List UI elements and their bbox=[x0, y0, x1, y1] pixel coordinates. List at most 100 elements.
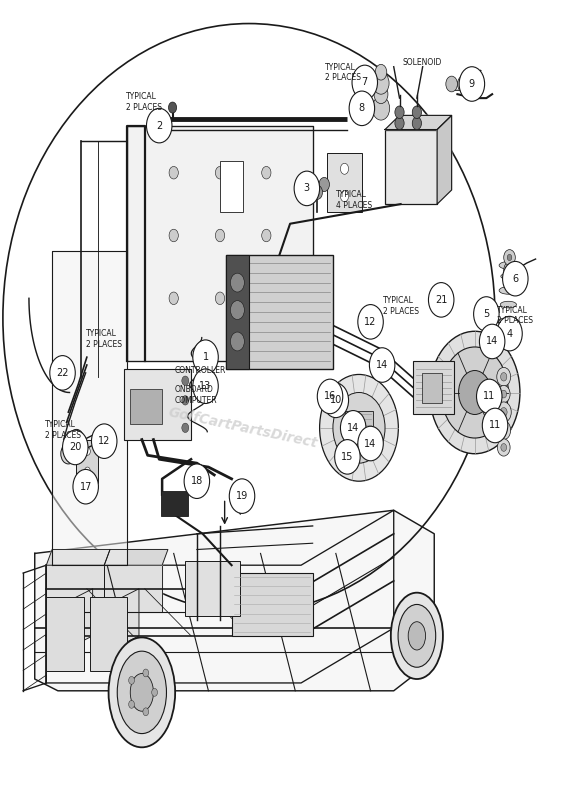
Circle shape bbox=[143, 708, 149, 716]
Circle shape bbox=[497, 385, 510, 403]
Ellipse shape bbox=[130, 674, 153, 711]
Ellipse shape bbox=[501, 273, 516, 279]
Circle shape bbox=[395, 106, 404, 119]
Text: 12: 12 bbox=[364, 317, 377, 327]
Circle shape bbox=[169, 229, 178, 242]
Polygon shape bbox=[52, 251, 127, 565]
FancyBboxPatch shape bbox=[130, 389, 162, 424]
Circle shape bbox=[430, 331, 520, 454]
Circle shape bbox=[73, 469, 98, 504]
Text: 11: 11 bbox=[489, 421, 501, 430]
Circle shape bbox=[143, 669, 149, 677]
Text: 6: 6 bbox=[512, 274, 518, 283]
Text: 9: 9 bbox=[469, 79, 475, 89]
Text: 3: 3 bbox=[304, 184, 310, 193]
Circle shape bbox=[474, 297, 499, 331]
Circle shape bbox=[477, 379, 502, 414]
Text: 10: 10 bbox=[329, 396, 342, 405]
FancyBboxPatch shape bbox=[385, 130, 437, 204]
Circle shape bbox=[340, 411, 366, 445]
Circle shape bbox=[358, 426, 383, 461]
Circle shape bbox=[320, 374, 398, 481]
Circle shape bbox=[230, 273, 244, 292]
Circle shape bbox=[504, 262, 515, 278]
Polygon shape bbox=[46, 565, 104, 612]
Text: TYPICAL
2 PLACES: TYPICAL 2 PLACES bbox=[497, 306, 533, 325]
Circle shape bbox=[457, 76, 469, 92]
Circle shape bbox=[507, 254, 512, 261]
Circle shape bbox=[193, 340, 218, 374]
FancyBboxPatch shape bbox=[161, 491, 188, 516]
Circle shape bbox=[496, 402, 511, 422]
Circle shape bbox=[459, 371, 491, 414]
Circle shape bbox=[312, 185, 323, 199]
Circle shape bbox=[500, 407, 507, 417]
Polygon shape bbox=[127, 126, 313, 361]
Circle shape bbox=[504, 275, 515, 290]
Text: 18: 18 bbox=[190, 476, 203, 486]
Text: TYPICAL
2 PLACES: TYPICAL 2 PLACES bbox=[325, 63, 361, 82]
Circle shape bbox=[446, 76, 457, 92]
Circle shape bbox=[374, 85, 388, 104]
Circle shape bbox=[230, 332, 244, 351]
Text: 16: 16 bbox=[324, 392, 336, 401]
Text: TYPICAL
2 PLACES: TYPICAL 2 PLACES bbox=[126, 93, 162, 111]
Text: ONBOARD
COMPUTER: ONBOARD COMPUTER bbox=[175, 385, 218, 404]
Circle shape bbox=[395, 117, 404, 130]
Polygon shape bbox=[93, 589, 139, 659]
Circle shape bbox=[230, 301, 244, 319]
Circle shape bbox=[479, 324, 505, 359]
Ellipse shape bbox=[108, 637, 175, 747]
Circle shape bbox=[168, 102, 177, 113]
Circle shape bbox=[428, 283, 454, 317]
Circle shape bbox=[333, 392, 385, 463]
Text: 14: 14 bbox=[486, 337, 499, 346]
Circle shape bbox=[129, 700, 134, 708]
Polygon shape bbox=[46, 589, 93, 659]
Text: 22: 22 bbox=[56, 368, 69, 378]
Text: 2: 2 bbox=[156, 121, 162, 130]
Circle shape bbox=[369, 348, 395, 382]
Circle shape bbox=[335, 440, 360, 474]
FancyBboxPatch shape bbox=[220, 161, 243, 212]
Text: 11: 11 bbox=[483, 392, 496, 401]
Text: TYPICAL
2 PLACES: TYPICAL 2 PLACES bbox=[86, 330, 122, 349]
FancyBboxPatch shape bbox=[327, 153, 362, 212]
FancyBboxPatch shape bbox=[124, 369, 191, 440]
Circle shape bbox=[129, 677, 134, 685]
Circle shape bbox=[215, 229, 225, 242]
Text: TYPICAL
2 PLACES: TYPICAL 2 PLACES bbox=[383, 297, 419, 316]
Text: 14: 14 bbox=[364, 439, 377, 448]
Polygon shape bbox=[35, 510, 434, 691]
Text: 12: 12 bbox=[98, 436, 111, 446]
Circle shape bbox=[169, 292, 178, 305]
FancyBboxPatch shape bbox=[226, 255, 249, 369]
Polygon shape bbox=[104, 550, 168, 565]
FancyBboxPatch shape bbox=[413, 361, 454, 414]
Circle shape bbox=[503, 261, 528, 296]
Circle shape bbox=[319, 177, 329, 192]
Circle shape bbox=[375, 64, 387, 80]
Text: 21: 21 bbox=[435, 295, 448, 305]
Circle shape bbox=[497, 367, 511, 386]
Circle shape bbox=[501, 444, 507, 451]
Text: 4: 4 bbox=[507, 329, 512, 338]
Text: 19: 19 bbox=[236, 491, 248, 501]
Circle shape bbox=[340, 163, 349, 174]
FancyBboxPatch shape bbox=[422, 373, 442, 403]
FancyBboxPatch shape bbox=[76, 440, 98, 483]
Circle shape bbox=[74, 436, 79, 444]
Text: CONTROLLER: CONTROLLER bbox=[175, 366, 226, 375]
Text: 17: 17 bbox=[79, 482, 92, 491]
Circle shape bbox=[215, 292, 225, 305]
Ellipse shape bbox=[391, 593, 443, 679]
Ellipse shape bbox=[500, 301, 516, 308]
Circle shape bbox=[182, 423, 189, 433]
Circle shape bbox=[184, 464, 210, 498]
Circle shape bbox=[85, 447, 90, 455]
FancyBboxPatch shape bbox=[226, 255, 333, 369]
FancyBboxPatch shape bbox=[345, 411, 373, 445]
FancyBboxPatch shape bbox=[46, 597, 84, 671]
Circle shape bbox=[262, 229, 271, 242]
FancyBboxPatch shape bbox=[90, 597, 127, 671]
